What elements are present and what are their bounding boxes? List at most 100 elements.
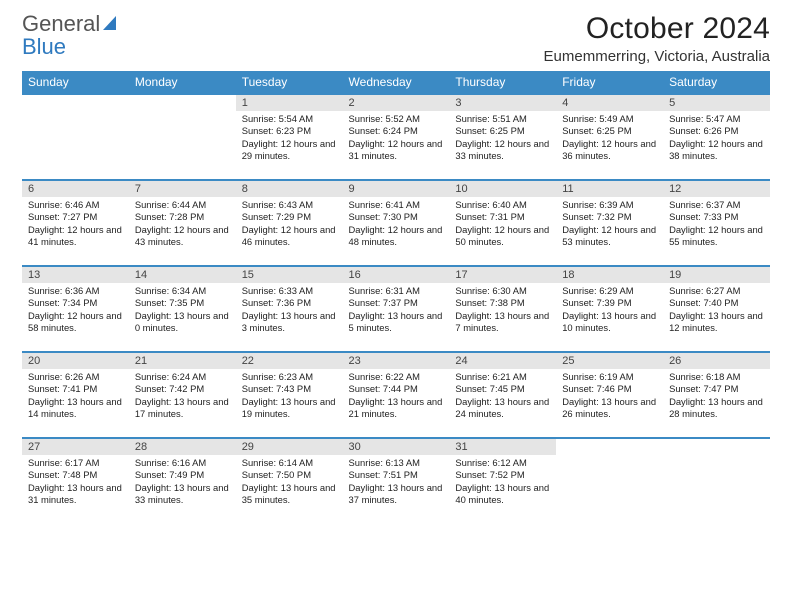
- day-cell: 7Sunrise: 6:44 AMSunset: 7:28 PMDaylight…: [129, 180, 236, 266]
- day-cell: 17Sunrise: 6:30 AMSunset: 7:38 PMDayligh…: [449, 266, 556, 352]
- day-number: 10: [449, 181, 556, 197]
- day-details: Sunrise: 6:19 AMSunset: 7:46 PMDaylight:…: [556, 369, 663, 425]
- day-details: Sunrise: 6:16 AMSunset: 7:49 PMDaylight:…: [129, 455, 236, 511]
- day-cell: 25Sunrise: 6:19 AMSunset: 7:46 PMDayligh…: [556, 352, 663, 438]
- day-cell: 2Sunrise: 5:52 AMSunset: 6:24 PMDaylight…: [343, 94, 450, 180]
- day-number: 6: [22, 181, 129, 197]
- day-cell: 9Sunrise: 6:41 AMSunset: 7:30 PMDaylight…: [343, 180, 450, 266]
- brand-sail-icon: [102, 15, 124, 31]
- day-number: 2: [343, 95, 450, 111]
- day-details: Sunrise: 6:46 AMSunset: 7:27 PMDaylight:…: [22, 197, 129, 253]
- day-cell: 6Sunrise: 6:46 AMSunset: 7:27 PMDaylight…: [22, 180, 129, 266]
- day-details: Sunrise: 6:23 AMSunset: 7:43 PMDaylight:…: [236, 369, 343, 425]
- day-cell: 5Sunrise: 5:47 AMSunset: 6:26 PMDaylight…: [663, 94, 770, 180]
- weekday-header: Wednesday: [343, 71, 450, 94]
- day-number: 7: [129, 181, 236, 197]
- day-cell: 22Sunrise: 6:23 AMSunset: 7:43 PMDayligh…: [236, 352, 343, 438]
- weekday-header: Monday: [129, 71, 236, 94]
- day-details: Sunrise: 6:27 AMSunset: 7:40 PMDaylight:…: [663, 283, 770, 339]
- day-details: Sunrise: 5:54 AMSunset: 6:23 PMDaylight:…: [236, 111, 343, 167]
- header: General Blue October 2024 Eumemmerring, …: [22, 12, 770, 65]
- day-details: Sunrise: 6:24 AMSunset: 7:42 PMDaylight:…: [129, 369, 236, 425]
- day-number: 12: [663, 181, 770, 197]
- day-number: 24: [449, 353, 556, 369]
- day-cell: 14Sunrise: 6:34 AMSunset: 7:35 PMDayligh…: [129, 266, 236, 352]
- day-number: 9: [343, 181, 450, 197]
- day-cell: 30Sunrise: 6:13 AMSunset: 7:51 PMDayligh…: [343, 438, 450, 523]
- day-details: Sunrise: 6:18 AMSunset: 7:47 PMDaylight:…: [663, 369, 770, 425]
- day-number: 15: [236, 267, 343, 283]
- weekday-header: Sunday: [22, 71, 129, 94]
- day-cell: 27Sunrise: 6:17 AMSunset: 7:48 PMDayligh…: [22, 438, 129, 523]
- day-details: Sunrise: 6:37 AMSunset: 7:33 PMDaylight:…: [663, 197, 770, 253]
- weekday-header: Saturday: [663, 71, 770, 94]
- day-details: Sunrise: 6:29 AMSunset: 7:39 PMDaylight:…: [556, 283, 663, 339]
- empty-cell: [22, 94, 129, 180]
- day-number: 3: [449, 95, 556, 111]
- day-cell: 3Sunrise: 5:51 AMSunset: 6:25 PMDaylight…: [449, 94, 556, 180]
- day-details: Sunrise: 6:17 AMSunset: 7:48 PMDaylight:…: [22, 455, 129, 511]
- day-details: Sunrise: 6:34 AMSunset: 7:35 PMDaylight:…: [129, 283, 236, 339]
- calendar-row: 27Sunrise: 6:17 AMSunset: 7:48 PMDayligh…: [22, 438, 770, 523]
- calendar-row: 6Sunrise: 6:46 AMSunset: 7:27 PMDaylight…: [22, 180, 770, 266]
- day-number: 19: [663, 267, 770, 283]
- calendar-row: 13Sunrise: 6:36 AMSunset: 7:34 PMDayligh…: [22, 266, 770, 352]
- day-details: Sunrise: 5:51 AMSunset: 6:25 PMDaylight:…: [449, 111, 556, 167]
- day-cell: 26Sunrise: 6:18 AMSunset: 7:47 PMDayligh…: [663, 352, 770, 438]
- day-cell: 4Sunrise: 5:49 AMSunset: 6:25 PMDaylight…: [556, 94, 663, 180]
- day-number: 18: [556, 267, 663, 283]
- day-cell: 11Sunrise: 6:39 AMSunset: 7:32 PMDayligh…: [556, 180, 663, 266]
- day-number: 16: [343, 267, 450, 283]
- day-cell: 1Sunrise: 5:54 AMSunset: 6:23 PMDaylight…: [236, 94, 343, 180]
- location: Eumemmerring, Victoria, Australia: [544, 48, 770, 65]
- day-details: Sunrise: 6:41 AMSunset: 7:30 PMDaylight:…: [343, 197, 450, 253]
- day-number: 25: [556, 353, 663, 369]
- day-cell: 20Sunrise: 6:26 AMSunset: 7:41 PMDayligh…: [22, 352, 129, 438]
- calendar-table: SundayMondayTuesdayWednesdayThursdayFrid…: [22, 71, 770, 523]
- day-number: 31: [449, 439, 556, 455]
- day-number: 1: [236, 95, 343, 111]
- empty-cell: [556, 438, 663, 523]
- day-cell: 19Sunrise: 6:27 AMSunset: 7:40 PMDayligh…: [663, 266, 770, 352]
- day-details: Sunrise: 6:39 AMSunset: 7:32 PMDaylight:…: [556, 197, 663, 253]
- empty-cell: [129, 94, 236, 180]
- day-number: 28: [129, 439, 236, 455]
- day-details: Sunrise: 6:44 AMSunset: 7:28 PMDaylight:…: [129, 197, 236, 253]
- day-number: 5: [663, 95, 770, 111]
- day-number: 17: [449, 267, 556, 283]
- day-details: Sunrise: 6:13 AMSunset: 7:51 PMDaylight:…: [343, 455, 450, 511]
- day-details: Sunrise: 6:22 AMSunset: 7:44 PMDaylight:…: [343, 369, 450, 425]
- day-number: 29: [236, 439, 343, 455]
- day-cell: 8Sunrise: 6:43 AMSunset: 7:29 PMDaylight…: [236, 180, 343, 266]
- day-cell: 13Sunrise: 6:36 AMSunset: 7:34 PMDayligh…: [22, 266, 129, 352]
- day-details: Sunrise: 6:36 AMSunset: 7:34 PMDaylight:…: [22, 283, 129, 339]
- day-details: Sunrise: 6:31 AMSunset: 7:37 PMDaylight:…: [343, 283, 450, 339]
- weekday-header: Thursday: [449, 71, 556, 94]
- day-cell: 23Sunrise: 6:22 AMSunset: 7:44 PMDayligh…: [343, 352, 450, 438]
- day-cell: 29Sunrise: 6:14 AMSunset: 7:50 PMDayligh…: [236, 438, 343, 523]
- title-block: October 2024 Eumemmerring, Victoria, Aus…: [544, 12, 770, 65]
- day-details: Sunrise: 6:43 AMSunset: 7:29 PMDaylight:…: [236, 197, 343, 253]
- calendar-row: 1Sunrise: 5:54 AMSunset: 6:23 PMDaylight…: [22, 94, 770, 180]
- day-details: Sunrise: 6:30 AMSunset: 7:38 PMDaylight:…: [449, 283, 556, 339]
- day-number: 26: [663, 353, 770, 369]
- day-details: Sunrise: 6:21 AMSunset: 7:45 PMDaylight:…: [449, 369, 556, 425]
- page-title: October 2024: [544, 12, 770, 46]
- day-number: 30: [343, 439, 450, 455]
- calendar-row: 20Sunrise: 6:26 AMSunset: 7:41 PMDayligh…: [22, 352, 770, 438]
- empty-cell: [663, 438, 770, 523]
- day-details: Sunrise: 6:12 AMSunset: 7:52 PMDaylight:…: [449, 455, 556, 511]
- day-details: Sunrise: 6:40 AMSunset: 7:31 PMDaylight:…: [449, 197, 556, 253]
- brand-name1: General: [22, 11, 100, 36]
- day-cell: 16Sunrise: 6:31 AMSunset: 7:37 PMDayligh…: [343, 266, 450, 352]
- day-number: 14: [129, 267, 236, 283]
- day-details: Sunrise: 6:14 AMSunset: 7:50 PMDaylight:…: [236, 455, 343, 511]
- day-details: Sunrise: 5:47 AMSunset: 6:26 PMDaylight:…: [663, 111, 770, 167]
- brand-text: General Blue: [22, 12, 124, 58]
- brand-logo: General Blue: [22, 12, 124, 58]
- day-details: Sunrise: 5:52 AMSunset: 6:24 PMDaylight:…: [343, 111, 450, 167]
- day-cell: 28Sunrise: 6:16 AMSunset: 7:49 PMDayligh…: [129, 438, 236, 523]
- day-cell: 10Sunrise: 6:40 AMSunset: 7:31 PMDayligh…: [449, 180, 556, 266]
- weekday-header: Tuesday: [236, 71, 343, 94]
- day-number: 20: [22, 353, 129, 369]
